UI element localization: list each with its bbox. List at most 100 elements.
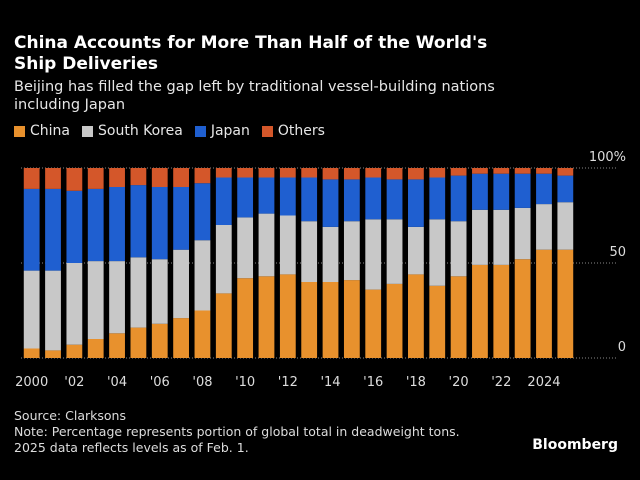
legend-label: South Korea <box>98 123 183 139</box>
x-tick-label: 2000 <box>15 375 48 390</box>
bar-segment <box>472 209 488 265</box>
bar-segment <box>279 168 296 178</box>
x-tick-label: '10 <box>235 375 255 390</box>
legend-label: Japan <box>210 123 250 139</box>
bar-segment <box>301 177 318 222</box>
bar-segment <box>23 188 40 271</box>
bar-segment <box>258 177 275 214</box>
brand: Bloomberg <box>532 437 618 453</box>
x-tick-label: '08 <box>192 375 212 390</box>
bar-segment <box>386 168 403 180</box>
bar-segment <box>408 274 424 358</box>
footer: Source: Clarksons Note: Percentage repre… <box>14 408 460 456</box>
bar-segment <box>514 168 531 174</box>
bar-segment <box>23 348 40 358</box>
legend-item: South Korea <box>82 123 183 139</box>
bar-segment <box>151 187 168 260</box>
bar-segment <box>279 215 296 275</box>
bar-segment <box>322 168 339 180</box>
x-tick-label: '16 <box>363 375 383 390</box>
bar-segment <box>215 168 232 178</box>
legend-item: Others <box>261 123 325 139</box>
bar-segment <box>45 270 61 351</box>
bar-segment <box>365 177 382 220</box>
bar-segment <box>173 187 189 250</box>
bar-segment <box>194 183 211 241</box>
bar-segment <box>365 219 382 290</box>
bar-segment <box>258 213 275 277</box>
bar-segment <box>45 188 61 271</box>
bar-segment <box>151 259 168 324</box>
bar-segment <box>237 177 254 218</box>
legend-label: Others <box>277 123 325 139</box>
bar-segment <box>493 168 510 174</box>
bar-segment <box>215 177 232 225</box>
bar-segment <box>66 263 83 345</box>
legend-item: China <box>14 123 70 139</box>
bar-segment <box>493 209 510 265</box>
x-tick-label: '02 <box>64 375 84 390</box>
chart-subtitle: Beijing has filled the gap left by tradi… <box>14 79 495 113</box>
bar-segment <box>66 168 83 191</box>
bar-segment <box>194 240 211 311</box>
y-tick-label: 0 <box>618 340 626 355</box>
bar-segment <box>151 168 168 187</box>
bar-segment <box>493 264 510 358</box>
bar-segment <box>514 207 531 260</box>
bar-segment <box>429 219 446 286</box>
bar-segment <box>151 323 168 358</box>
chart-title: China Accounts for More Than Half of the… <box>14 33 488 74</box>
bar-segment <box>215 225 232 294</box>
bar-segment <box>87 168 104 189</box>
bar-segment <box>514 173 531 208</box>
bar-segment <box>301 221 318 282</box>
bar-segment <box>536 249 552 358</box>
bar-segment <box>322 226 339 282</box>
bar-segment <box>557 175 574 203</box>
bar-segment <box>173 249 189 319</box>
bar-segment <box>557 249 574 358</box>
bar-segment <box>322 179 339 227</box>
legend-label: China <box>30 123 70 139</box>
x-tick-label: '14 <box>320 375 340 390</box>
bar-segment <box>365 168 382 178</box>
legend-swatch <box>82 125 93 137</box>
bar-segment <box>130 185 147 258</box>
bar-segment <box>237 168 254 178</box>
bar-segment <box>237 217 254 279</box>
bar-segment <box>429 168 446 178</box>
bar-segment <box>343 168 360 180</box>
bar-segment <box>514 259 531 358</box>
legend-swatch <box>194 125 206 137</box>
bar-segment <box>365 289 382 358</box>
bar-segment <box>429 285 446 358</box>
legend-swatch <box>261 125 273 137</box>
bar-segment <box>557 202 574 250</box>
bar-segment <box>301 282 318 358</box>
bar-segment <box>215 293 232 358</box>
bar-segment <box>23 168 40 189</box>
bar-segment <box>279 274 296 358</box>
bar-segment <box>194 168 211 184</box>
bar-segment <box>258 168 275 178</box>
bar-segment <box>301 168 318 178</box>
x-tick-label: '04 <box>107 375 127 390</box>
bar-segment <box>130 327 147 358</box>
x-tick-label: '06 <box>150 375 170 390</box>
bar-segment <box>472 168 488 174</box>
bar-segment <box>109 168 125 187</box>
bar-segment <box>258 276 275 358</box>
bar-segment <box>87 261 104 339</box>
bar-segment <box>109 187 125 262</box>
bar-segment <box>87 339 104 358</box>
x-tick-label: 2024 <box>527 375 560 390</box>
bar-segment <box>386 283 403 358</box>
x-tick-label: '18 <box>406 375 426 390</box>
x-tick-label: '20 <box>449 375 469 390</box>
bar-segment <box>194 310 211 358</box>
bar-segment <box>279 177 296 216</box>
y-tick-label: 50 <box>609 245 626 260</box>
bar-segment <box>343 280 360 358</box>
bar-segment <box>536 173 552 205</box>
